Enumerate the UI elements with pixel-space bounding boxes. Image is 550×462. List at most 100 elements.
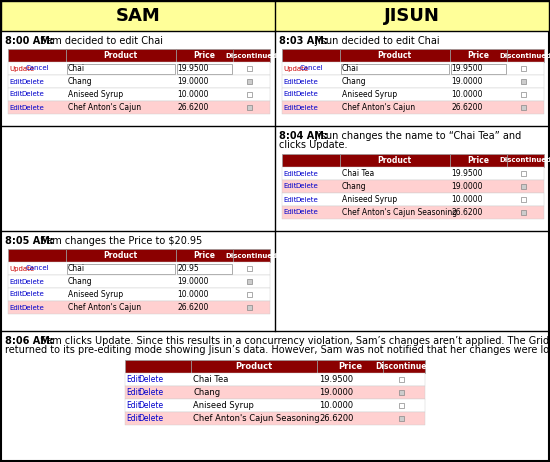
Text: Chai Tea: Chai Tea [193, 375, 228, 384]
Bar [507, 154, 544, 167]
Bar [282, 167, 544, 180]
Text: Edit: Edit [283, 91, 297, 97]
Text: Product: Product [103, 251, 138, 260]
Text: Price: Price [338, 362, 362, 371]
Text: 26.6200: 26.6200 [452, 208, 483, 217]
Text: Aniseed Syrup: Aniseed Syrup [342, 195, 397, 204]
Bar [282, 206, 544, 219]
Text: 10.0000: 10.0000 [178, 90, 209, 99]
Bar [177, 263, 232, 274]
Text: Edit: Edit [283, 209, 297, 215]
Text: Jisun decided to edit Chai: Jisun decided to edit Chai [312, 36, 439, 46]
Text: Aniseed Syrup: Aniseed Syrup [68, 290, 123, 299]
Text: Product: Product [235, 362, 273, 371]
Bar [125, 373, 425, 386]
Bar [125, 412, 425, 425]
Text: Chai: Chai [342, 64, 359, 73]
Bar [399, 416, 404, 421]
Text: Chef Anton's Cajun: Chef Anton's Cajun [68, 303, 141, 312]
Bar [282, 180, 544, 193]
Text: Delete: Delete [138, 401, 163, 410]
Text: 8:06 AM:: 8:06 AM: [5, 336, 54, 346]
Text: Delete: Delete [295, 196, 318, 202]
Text: clicks Update.: clicks Update. [279, 140, 348, 150]
Text: 8:03 AM:: 8:03 AM: [279, 36, 328, 46]
Bar [248, 105, 252, 110]
Bar [340, 154, 450, 167]
Text: 26.6200: 26.6200 [319, 414, 353, 423]
Bar [521, 79, 526, 84]
Text: Chai Tea: Chai Tea [342, 169, 374, 178]
Text: Delete: Delete [295, 79, 318, 85]
Text: Price: Price [194, 51, 216, 60]
Text: Edit: Edit [9, 304, 23, 310]
Bar [521, 66, 526, 71]
Text: 19.9500: 19.9500 [452, 64, 483, 73]
Text: 19.0000: 19.0000 [178, 77, 209, 86]
Bar [521, 105, 526, 110]
Bar [8, 301, 270, 314]
Text: Chef Anton's Cajun Seasoning: Chef Anton's Cajun Seasoning [342, 208, 456, 217]
Text: Edit: Edit [283, 196, 297, 202]
Text: 10.0000: 10.0000 [178, 290, 209, 299]
Bar [521, 184, 526, 189]
Text: Jisun changes the name to “Chai Tea” and: Jisun changes the name to “Chai Tea” and [312, 131, 521, 141]
Text: Cancel: Cancel [26, 266, 50, 272]
Bar [8, 249, 65, 262]
Bar [125, 360, 191, 373]
Text: Chef Anton's Cajun Seasoning: Chef Anton's Cajun Seasoning [193, 414, 320, 423]
Text: Edit: Edit [283, 104, 297, 110]
Text: Edit: Edit [283, 183, 297, 189]
Text: 19.0000: 19.0000 [178, 277, 209, 286]
Bar [65, 49, 175, 62]
Bar [191, 360, 317, 373]
Bar [125, 399, 425, 412]
Bar [450, 63, 507, 73]
Text: Chai: Chai [68, 264, 85, 273]
Bar [65, 249, 175, 262]
Text: Edit: Edit [9, 91, 23, 97]
Bar [8, 88, 270, 101]
Text: Aniseed Syrup: Aniseed Syrup [342, 90, 397, 99]
Bar [399, 403, 404, 408]
Text: Chang: Chang [68, 77, 92, 86]
Text: Price: Price [468, 51, 490, 60]
Text: Chang: Chang [193, 388, 220, 397]
Bar [248, 292, 252, 297]
Bar [521, 171, 526, 176]
Text: Discontinued: Discontinued [499, 158, 550, 164]
Bar [521, 197, 526, 202]
Bar [177, 63, 232, 73]
Text: Delete: Delete [138, 414, 163, 423]
Text: Edit: Edit [126, 388, 141, 397]
Bar [282, 49, 340, 62]
Bar [125, 386, 425, 399]
Text: 8:04 AM:: 8:04 AM: [279, 131, 328, 141]
Bar [340, 49, 450, 62]
Text: Sam changes the Price to $20.95: Sam changes the Price to $20.95 [37, 236, 202, 246]
Text: Chef Anton's Cajun: Chef Anton's Cajun [342, 103, 415, 112]
Text: SAM: SAM [116, 7, 161, 25]
Text: Price: Price [194, 251, 216, 260]
Text: 8:05 AM:: 8:05 AM: [5, 236, 54, 246]
Text: Discontinued: Discontinued [499, 53, 550, 59]
Text: Aniseed Syrup: Aniseed Syrup [68, 90, 123, 99]
Bar [521, 92, 526, 97]
Text: Chang: Chang [342, 77, 366, 86]
Bar [233, 249, 270, 262]
Text: Edit: Edit [9, 79, 23, 85]
Text: returned to its pre-editing mode showing Jisun’s data. However, Sam was not noti: returned to its pre-editing mode showing… [5, 345, 550, 355]
Text: Delete: Delete [138, 375, 163, 384]
Text: 19.0000: 19.0000 [319, 388, 353, 397]
Text: Delete: Delete [21, 279, 44, 285]
Text: Edit: Edit [126, 401, 141, 410]
Text: 26.6200: 26.6200 [178, 303, 209, 312]
Text: Edit: Edit [9, 104, 23, 110]
Text: Edit: Edit [9, 292, 23, 298]
Text: Discontinued: Discontinued [376, 362, 432, 371]
Bar [233, 49, 270, 62]
Text: 19.9500: 19.9500 [452, 169, 483, 178]
Text: Chang: Chang [342, 182, 366, 191]
Bar [282, 75, 544, 88]
Text: Chef Anton's Cajun: Chef Anton's Cajun [68, 103, 141, 112]
